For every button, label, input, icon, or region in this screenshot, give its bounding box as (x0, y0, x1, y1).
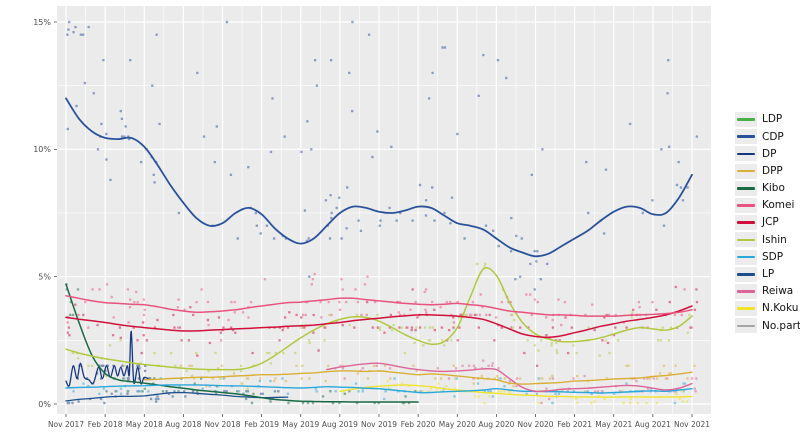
legend-item-ishin: Ishin (735, 231, 800, 248)
legend-item-kibo: Kibo (735, 180, 800, 197)
legend-key-swatch (735, 180, 757, 196)
legend-key-swatch (735, 232, 757, 248)
legend-label: LP (762, 268, 775, 281)
legend-key-swatch (735, 129, 757, 145)
legend-color-line (737, 324, 755, 328)
x-axis-label-9: Feb 2020 (401, 420, 436, 429)
trend-line-lp (65, 391, 289, 402)
legend-color-line (737, 290, 755, 293)
legend-label: N.Koku (762, 302, 799, 315)
legend-key-swatch (735, 249, 757, 265)
trend-line-sdp (65, 384, 693, 394)
legend-item-lp: LP (735, 266, 800, 283)
x-axis-label-1: Feb 2018 (88, 420, 123, 429)
y-axis-label-0: 0% (38, 400, 51, 409)
legend-label: Komei (762, 199, 795, 212)
legend-item-cdp: CDP (735, 128, 800, 145)
legend-color-line (737, 238, 755, 242)
legend-item-nkoku: N.Koku (735, 300, 800, 317)
legend-label: No.party (762, 319, 800, 332)
trend-line-kibo (65, 283, 419, 403)
y-axis-label-15: 15% (33, 18, 51, 27)
legend: LDP CDP DP DPP Kibo Komei JCP Ishin SDP LP Reiwa N.… (735, 111, 800, 334)
legend-item-ldp: LDP (735, 111, 800, 128)
x-axis-label-15: Aug 2021 (635, 420, 671, 429)
legend-key-swatch (735, 301, 757, 317)
legend-label: CDP (762, 130, 784, 143)
legend-color-line (737, 169, 755, 173)
legend-key-swatch (735, 112, 757, 128)
line-layer (65, 97, 693, 403)
y-axis-label-10: 10% (33, 145, 51, 154)
legend-key-swatch (735, 215, 757, 231)
x-axis-label-8: Nov 2019 (361, 420, 397, 429)
x-axis-label-7: Aug 2019 (322, 420, 358, 429)
x-axis-label-16: Nov 2021 (674, 420, 710, 429)
plot-panel (57, 6, 711, 414)
axis-layer: 0%5%10%15%Nov 2017 Feb 2018 May 2018 Aug 20… (33, 18, 710, 429)
x-axis-label-0: Nov 2017 (48, 420, 84, 429)
legend-label: DPP (762, 164, 783, 177)
legend-color-line (737, 307, 755, 310)
legend-label: SDP (762, 250, 784, 263)
legend-label: LDP (762, 113, 783, 126)
legend-color-line (737, 204, 755, 207)
legend-label: JCP (762, 216, 779, 229)
x-axis-label-5: Feb 2019 (244, 420, 279, 429)
x-axis-label-13: Feb 2021 (557, 420, 592, 429)
x-axis-label-14: May 2021 (595, 420, 632, 429)
trend-line-jcp (65, 305, 693, 339)
trend-line-ishin (65, 266, 693, 371)
legend-label: Kibo (762, 182, 785, 195)
x-axis-label-6: May 2019 (282, 420, 319, 429)
legend-item-jcp: JCP (735, 214, 800, 231)
legend-color-line (737, 187, 755, 190)
trend-line-reiwa (326, 362, 693, 393)
x-axis-label-4: Nov 2018 (204, 420, 240, 429)
legend-key-swatch (735, 163, 757, 179)
x-axis-label-2: May 2018 (126, 420, 163, 429)
legend-key-swatch (735, 266, 757, 282)
legend-color-line (737, 221, 755, 225)
x-axis-label-10: May 2020 (439, 420, 476, 429)
legend-key-swatch (735, 318, 757, 334)
legend-color-line (737, 272, 755, 276)
trend-line-dp (65, 330, 151, 387)
legend-item-komei: Komei (735, 197, 800, 214)
legend-label: Reiwa (762, 285, 794, 298)
legend-item-dpp: DPP (735, 163, 800, 180)
legend-item-dp: DP (735, 145, 800, 162)
trend-line-komei (65, 295, 693, 317)
legend-item-noparty: No.party (735, 317, 800, 334)
legend-color-line (737, 255, 755, 259)
legend-key-swatch (735, 198, 757, 214)
legend-color-line (737, 152, 755, 156)
x-axis-label-12: Nov 2020 (517, 420, 553, 429)
legend-label: Ishin (762, 233, 787, 246)
legend-color-line (737, 135, 755, 139)
legend-key-swatch (735, 283, 757, 299)
legend-item-reiwa: Reiwa (735, 283, 800, 300)
legend-label: DP (762, 147, 777, 160)
trend-line-cdp (65, 97, 693, 258)
x-axis-label-3: Aug 2018 (165, 420, 201, 429)
legend-item-sdp: SDP (735, 249, 800, 266)
trend-line-dpp (143, 370, 693, 385)
trend-line-nkoku (339, 384, 693, 398)
legend-color-line (737, 118, 755, 121)
y-axis-label-5: 5% (38, 272, 51, 281)
legend-key-swatch (735, 146, 757, 162)
x-axis-label-11: Aug 2020 (478, 420, 514, 429)
